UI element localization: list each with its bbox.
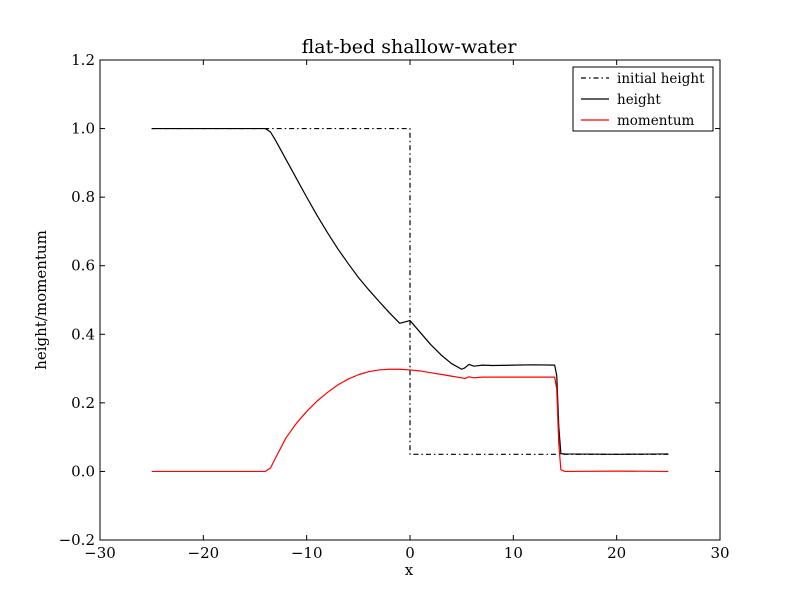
legend: initial height height momentum	[572, 66, 714, 132]
x-tick-label: 0	[405, 544, 415, 562]
x-tick-label: 10	[504, 544, 523, 562]
y-tick-label: 0.8	[71, 188, 95, 206]
x-tick-label: 20	[607, 544, 626, 562]
y-tick-label: 0.0	[71, 462, 95, 480]
chart-title: flat-bed shallow-water	[302, 36, 518, 58]
x-tick-label: −20	[188, 544, 220, 562]
plot-area	[99, 59, 721, 541]
y-tick-label: −0.2	[59, 531, 95, 549]
series-line-momentum	[151, 368, 669, 473]
y-tick-label: 0.6	[71, 257, 95, 275]
series-line-height	[151, 127, 669, 455]
axis-ticks: −30 −20 −10 0 10 20 30 −0.2 0.0 0.2 0.4 0.6 0.8 1.0 1.…	[59, 51, 730, 562]
series-line-initial-height	[151, 127, 669, 455]
y-axis-label: height/momentum	[32, 230, 50, 370]
x-tick-label: −30	[84, 544, 116, 562]
x-axis-label: x	[405, 561, 414, 579]
y-tick-label: 1.0	[71, 120, 95, 138]
x-tick-label: −10	[291, 544, 323, 562]
legend-label: height	[617, 92, 661, 108]
legend-label: momentum	[617, 113, 695, 129]
x-tick-label: 30	[710, 544, 729, 562]
y-tick-label: 0.4	[71, 325, 95, 343]
legend-label: initial height	[617, 71, 705, 87]
y-tick-label: 1.2	[71, 51, 95, 69]
y-tick-label: 0.2	[71, 394, 95, 412]
